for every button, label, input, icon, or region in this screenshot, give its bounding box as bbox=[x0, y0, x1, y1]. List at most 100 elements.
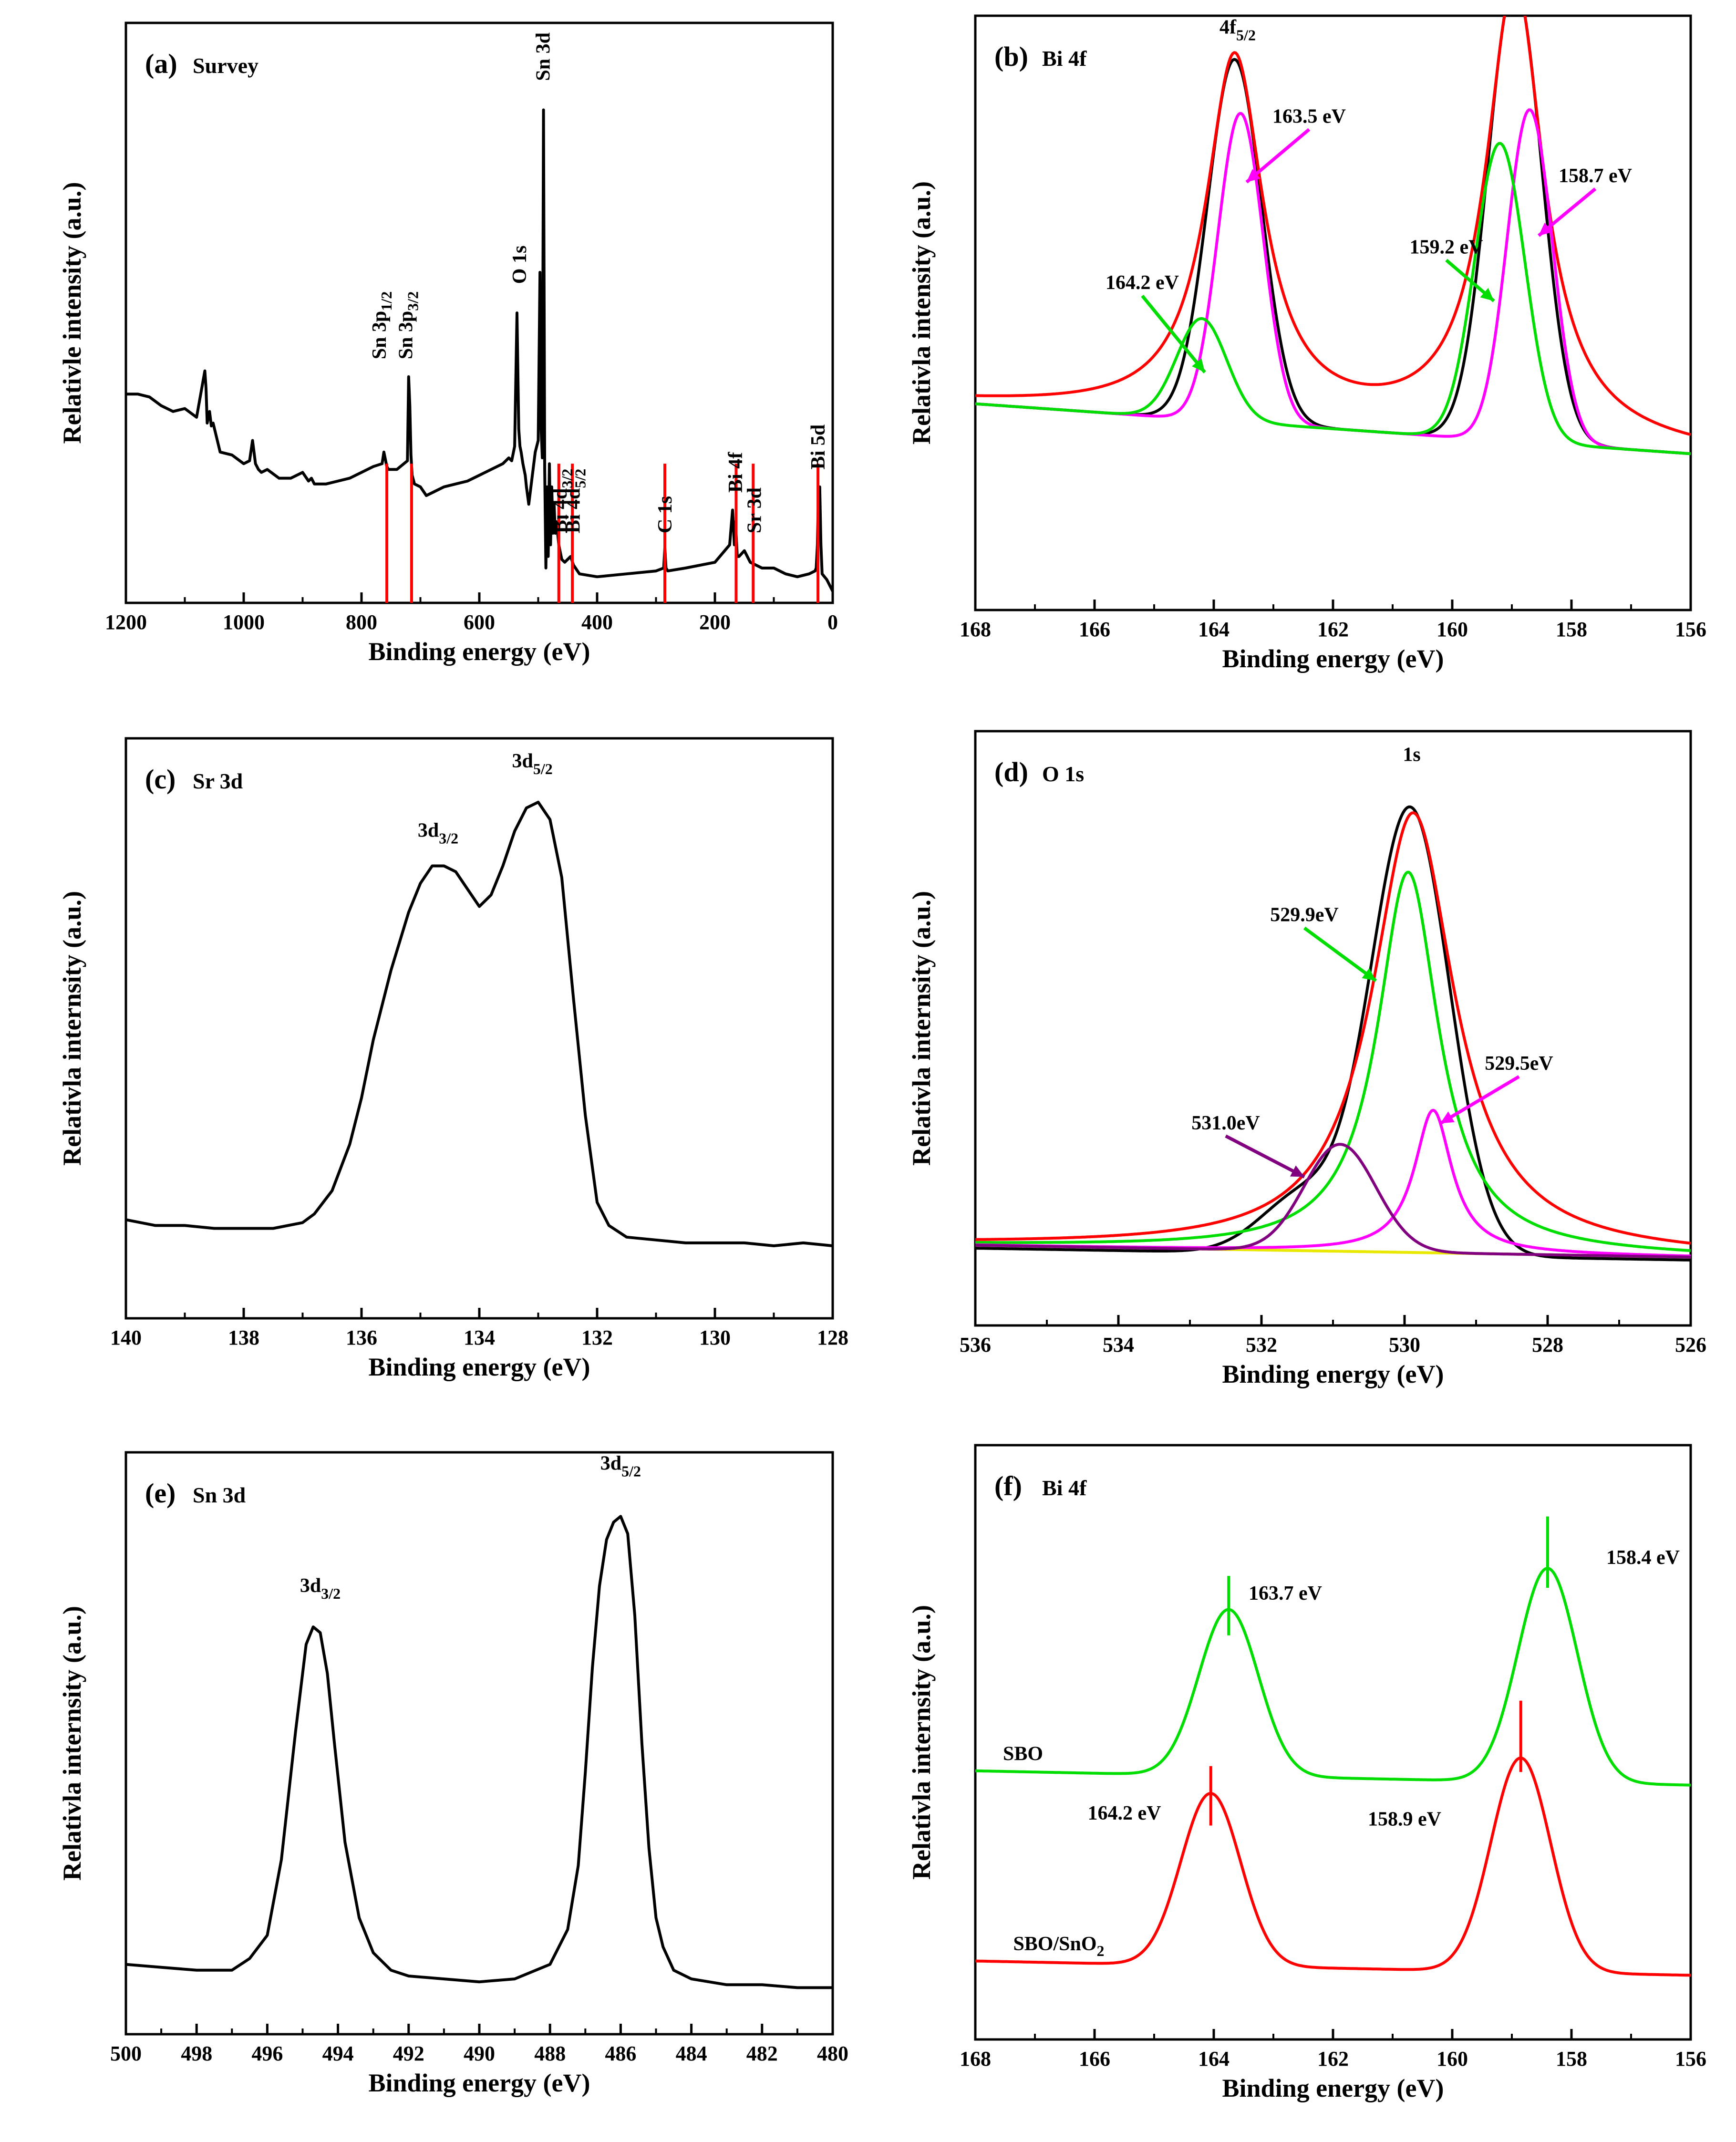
chart-panel-c: 140 138 136 134 132 130 128 Binding energy (eV)… bbox=[58, 737, 848, 1381]
y-axis-label: Relativla intensity (a.u.) bbox=[907, 181, 936, 445]
x-tick-label: 130 bbox=[699, 1326, 731, 1349]
annotation-arrow bbox=[1141, 294, 1206, 373]
peak-label-text: Bi 4d bbox=[562, 488, 584, 534]
x-tick-label: 490 bbox=[464, 2042, 495, 2065]
panel-label: (b) bbox=[994, 41, 1028, 72]
x-tick-label: 536 bbox=[960, 1333, 991, 1356]
chart-panel-e: 500 498 496 494 492 490 488 486 484 482 480 Binding… bbox=[58, 1451, 848, 2097]
y-axis-label: Relativla internsity (a.u.) bbox=[58, 1606, 86, 1881]
plot-frame bbox=[124, 21, 834, 604]
peak-label: C 1s bbox=[654, 496, 676, 533]
x-tick-label: 164 bbox=[1198, 2047, 1230, 2070]
y-axis-label: Relativla internsity (a.u.) bbox=[907, 1605, 936, 1880]
x-tick-label: 400 bbox=[581, 611, 613, 634]
peak-label-text: Bi 4d bbox=[549, 488, 571, 534]
panel-title: Sn 3d bbox=[193, 1483, 246, 1507]
x-tick-label: 486 bbox=[605, 2042, 636, 2065]
annotation-label: 164.2 eV bbox=[1088, 1802, 1161, 1824]
annotation-label: 163.7 eV bbox=[1249, 1583, 1322, 1604]
x-axis-label: Binding energy (eV) bbox=[369, 1353, 590, 1381]
peak-label-text: O 1s bbox=[509, 246, 531, 284]
series-line-0 bbox=[126, 108, 833, 592]
x-axis-label: Binding energy (eV) bbox=[1222, 1360, 1444, 1388]
peak-label: Bi 4d3/2 bbox=[549, 469, 576, 533]
peak-label-subscript: 3/2 bbox=[439, 830, 458, 847]
x-tick-label: 140 bbox=[110, 1326, 142, 1349]
y-axis-label: Relativla internsity (a.u.) bbox=[907, 891, 936, 1166]
panel-title: Sr 3d bbox=[193, 769, 243, 793]
series-label-text: SBO bbox=[1003, 1743, 1043, 1765]
annotation-label: 159.2 eV bbox=[1410, 236, 1483, 258]
x-axis-label: Binding energy (eV) bbox=[1222, 644, 1444, 673]
peak-label-text: 3d bbox=[512, 750, 533, 772]
x-tick-label: 1200 bbox=[105, 611, 147, 634]
peak-label-text: 3d bbox=[600, 1453, 621, 1475]
annotation-arrow bbox=[1245, 128, 1311, 184]
x-tick-label: 156 bbox=[1675, 2047, 1706, 2070]
peak-label-subscript: 3/2 bbox=[558, 469, 576, 488]
plot-area bbox=[975, 16, 1691, 455]
component-curve-5 bbox=[975, 1143, 1691, 1259]
plot-area bbox=[126, 108, 833, 603]
x-tick-label: 162 bbox=[1317, 2047, 1349, 2070]
x-tick-label: 496 bbox=[251, 2042, 283, 2065]
component-curve-1 bbox=[975, 805, 1691, 1262]
peak-label: O 1s bbox=[509, 246, 531, 284]
chart-panel-a: 1200 1000 800 600 400 200 0 Binding energy (eV)… bbox=[58, 21, 838, 666]
component-curve-2 bbox=[975, 811, 1691, 1245]
plot-area bbox=[126, 1515, 833, 1989]
peak-label-subscript: 3/2 bbox=[404, 291, 422, 311]
plot-frame bbox=[124, 1451, 834, 2036]
series-label: SBO/SnO2 bbox=[1013, 1933, 1104, 1959]
plot-area bbox=[126, 800, 833, 1247]
x-axis-label: Binding energy (eV) bbox=[369, 2069, 590, 2097]
peak-label-text: Sn 3d bbox=[532, 32, 554, 81]
x-tick-label: 162 bbox=[1317, 618, 1349, 641]
peak-label: Sn 3p3/2 bbox=[395, 291, 422, 359]
panel-label: (d) bbox=[994, 756, 1028, 787]
series-label-text: SBO/SnO bbox=[1013, 1933, 1096, 1955]
series-label-subscript: 2 bbox=[1097, 1942, 1105, 1959]
x-tick-label: 166 bbox=[1079, 618, 1110, 641]
x-tick-label: 482 bbox=[746, 2042, 778, 2065]
plot-frame bbox=[974, 14, 1692, 611]
x-tick-label: 534 bbox=[1103, 1333, 1134, 1356]
peak-label: Sr 3d bbox=[744, 487, 766, 533]
peak-label: Bi 4f bbox=[725, 452, 747, 493]
x-tick-label: 498 bbox=[181, 2042, 212, 2065]
y-axis-label: Relativle intensity (a.u.) bbox=[58, 182, 86, 444]
y-axis-label: Relativla internsity (a.u.) bbox=[58, 891, 86, 1166]
panel-label: (a) bbox=[145, 48, 177, 79]
annotation-label: 158.4 eV bbox=[1606, 1547, 1680, 1569]
panel-label: (c) bbox=[145, 764, 176, 795]
component-curve-3 bbox=[975, 870, 1691, 1252]
annotation-arrowhead bbox=[1362, 968, 1376, 981]
annotation-arrowhead bbox=[1480, 288, 1494, 301]
series-line-0 bbox=[126, 800, 833, 1247]
x-tick-label: 200 bbox=[699, 611, 731, 634]
peak-label-text: Bi 5d bbox=[807, 424, 829, 470]
x-tick-label: 160 bbox=[1436, 618, 1468, 641]
x-tick-label: 136 bbox=[346, 1326, 377, 1349]
x-axis-label: Binding energy (eV) bbox=[1222, 2074, 1444, 2102]
x-tick-label: 500 bbox=[110, 2042, 142, 2065]
x-tick-label: 600 bbox=[464, 611, 495, 634]
annotation-arrow bbox=[1439, 1075, 1520, 1125]
annotation-arrow bbox=[1303, 926, 1377, 983]
annotation-arrowhead bbox=[1539, 222, 1553, 236]
panel-title: Bi 4f bbox=[1042, 1476, 1087, 1500]
plot-area bbox=[975, 805, 1691, 1262]
x-tick-label: 800 bbox=[346, 611, 377, 634]
x-tick-label: 530 bbox=[1389, 1333, 1420, 1356]
panel-label: (f) bbox=[994, 1470, 1022, 1501]
chart-panel-f: 168 166 164 162 160 158 156 Binding energy (eV)… bbox=[907, 1444, 1706, 2102]
x-tick-label: 0 bbox=[827, 611, 838, 634]
x-tick-label: 138 bbox=[228, 1326, 259, 1349]
peak-label-text: Sn 3p bbox=[369, 311, 391, 360]
peak-label-text: Bi 4f bbox=[725, 452, 747, 493]
component-curve-0 bbox=[975, 1567, 1691, 1787]
peak-label-text: 3d bbox=[300, 1575, 321, 1597]
x-tick-label: 132 bbox=[581, 1326, 613, 1349]
x-tick-label: 528 bbox=[1532, 1333, 1563, 1356]
